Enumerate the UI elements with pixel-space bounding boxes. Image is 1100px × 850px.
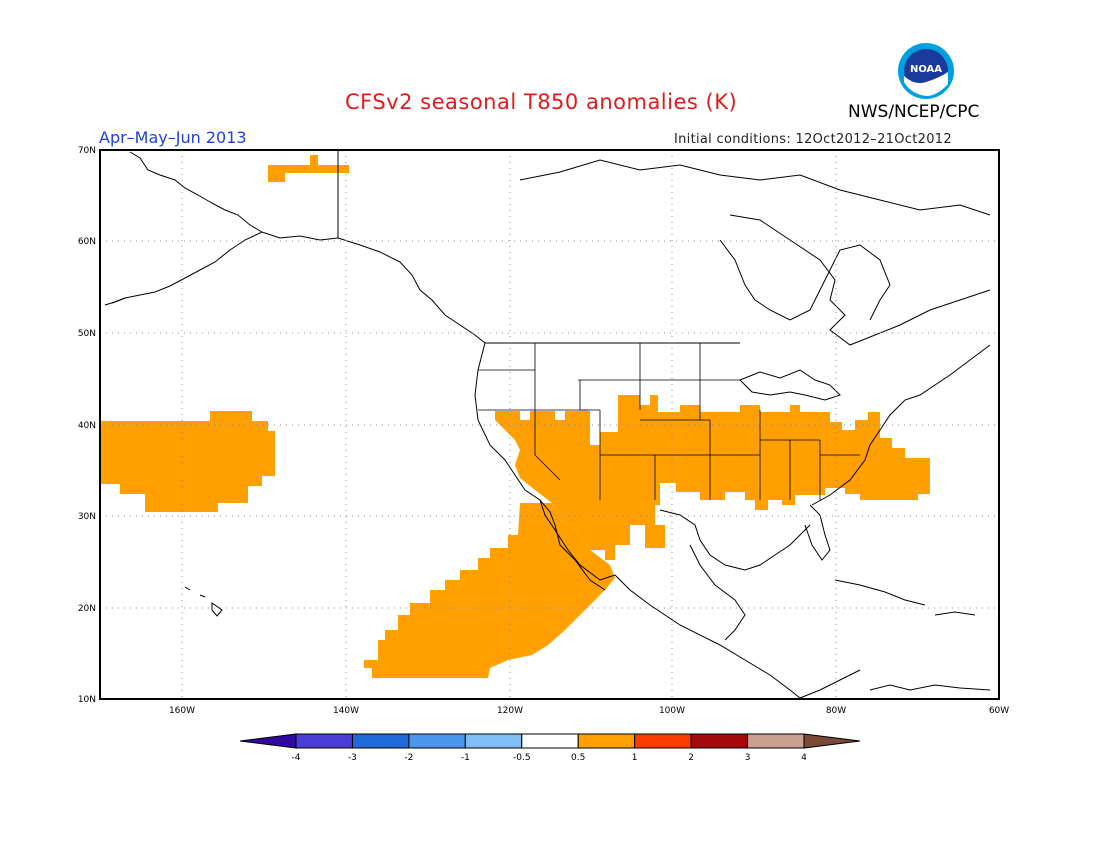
colorbar: -4 -3 -2 -1 -0.5 0.5 1 2 3 4 [239,733,861,763]
lat-label: 50N [78,329,96,339]
colorbar-segment [464,733,523,749]
colorbar-tick-label: -0.5 [513,753,531,763]
lat-label: 20N [78,604,96,614]
forecast-period: Apr–May–Jun 2013 [99,128,247,147]
colorbar-tick-label: 0.5 [571,753,585,763]
lat-label: 30N [78,512,96,522]
anomaly-shading [100,155,930,678]
colorbar-tick-label: -4 [292,753,301,763]
colorbar-segment [408,733,466,749]
initial-conditions: Initial conditions: 12Oct2012–21Oct2012 [674,132,952,147]
lon-label: 60W [989,706,1009,716]
colorbar-arrow-low [239,733,297,749]
colorbar-tick-label: 4 [801,753,807,763]
colorbar-arrow-high [803,733,861,749]
colorbar-segment [747,733,805,749]
noaa-logo: NOAA [898,43,954,99]
lon-label: 120W [497,706,523,716]
colorbar-segment [521,733,579,749]
agency-label: NWS/NCEP/CPC [848,102,980,122]
colorbar-segment [634,733,692,749]
chart-title: CFSv2 seasonal T850 anomalies (K) [345,90,738,114]
map-frame [99,149,1000,700]
lat-label: 40N [78,421,96,431]
colorbar-segment [577,733,636,749]
lat-label: 70N [78,146,96,156]
state-borders [478,343,860,500]
lon-label: 160W [169,706,195,716]
lat-label: 60N [78,237,96,247]
colorbar-tick-label: 1 [632,753,638,763]
colorbar-tick-label: -2 [404,753,413,763]
colorbar-segment [690,733,749,749]
colorbar-tick-label: 3 [745,753,751,763]
colorbar-tick-label: -3 [348,753,357,763]
colorbar-tick-label: -1 [461,753,470,763]
lon-labels: 160W 140W 120W 100W 80W 60W [169,706,1009,716]
lat-label: 10N [78,695,96,705]
colorbar-segment [351,733,410,749]
lon-label: 80W [826,706,846,716]
lon-label: 100W [659,706,685,716]
lat-labels: 70N 60N 50N 40N 30N 20N 10N [78,146,96,705]
logo-text: NOAA [910,64,942,75]
colorbar-segment [295,733,353,749]
lon-label: 140W [333,706,359,716]
coastlines [104,150,991,699]
colorbar-tick-label: 2 [688,753,694,763]
